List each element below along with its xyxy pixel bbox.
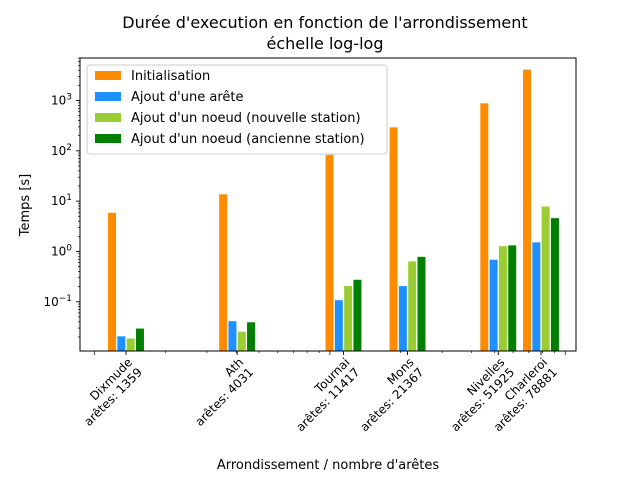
y-tick-base: 10 [51, 244, 66, 258]
x-tick-edges: arêtes: 4031 [192, 365, 256, 429]
legend-swatch-4 [95, 134, 121, 143]
legend-label-4: Ajout d'un noeud (ancienne station) [131, 132, 365, 147]
bar-dixmude-series-1 [107, 211, 118, 352]
y-tick-label: 101 [51, 193, 72, 208]
x-tick-label-dixmude: Dixmudearêtes: 1359 [71, 355, 145, 429]
bars-group [107, 68, 560, 352]
bar-ath-series-3 [236, 330, 247, 352]
bar-nivelles-series-4 [507, 244, 518, 352]
y-tick-base: 10 [51, 94, 66, 108]
y-tick-label: 102 [51, 143, 72, 158]
bar-dixmude-series-3 [125, 337, 136, 352]
y-tick-exponent: 1 [66, 193, 72, 203]
x-tick-label-tournai: Tournaiarêtes: 11417 [283, 355, 362, 434]
legend-swatch-1 [95, 71, 121, 80]
legend-box [86, 64, 388, 155]
x-tick-label-ath: Atharêtes: 4031 [182, 355, 256, 429]
bar-ath-series-4 [246, 321, 257, 352]
y-tick-label: 103 [51, 93, 72, 108]
bar-nivelles-series-2 [488, 258, 499, 352]
bar-mons-series-1 [388, 126, 399, 352]
y-tick-exponent: −1 [59, 294, 72, 304]
x-axis-label: Arrondissement / nombre d'arêtes [217, 458, 440, 473]
legend-swatch-3 [95, 113, 121, 122]
bar-ath-series-1 [218, 193, 229, 352]
chart-title-line1: Durée d'execution en fonction de l'arron… [122, 13, 527, 32]
y-tick-label: 100 [51, 243, 72, 258]
bar-charleroi-series-3 [540, 205, 551, 352]
chart-title-line2: échelle log-log [267, 34, 384, 53]
x-axis-ticks: Dixmudearêtes: 1359 Atharêtes: 4031 Tourna… [71, 351, 566, 434]
bar-tournai-series-1 [324, 153, 335, 352]
bar-tournai-series-3 [343, 285, 354, 352]
bar-charleroi-series-4 [549, 217, 560, 352]
bar-mons-series-3 [407, 260, 418, 352]
y-tick-exponent: 2 [66, 143, 72, 153]
legend-label-3: Ajout d'un noeud (nouvelle station) [131, 111, 361, 126]
legend-label-1: Initialisation [131, 69, 210, 84]
bar-mons-series-2 [397, 285, 408, 352]
y-tick-exponent: 0 [66, 243, 72, 253]
y-tick-base: 10 [51, 144, 66, 158]
bar-ath-series-2 [227, 320, 238, 352]
legend: Initialisation Ajout d'une arête Ajout d'u… [86, 64, 388, 155]
y-axis-label: Temps [s] [18, 174, 33, 237]
bar-dixmude-series-4 [134, 327, 145, 352]
y-tick-base: 10 [43, 295, 58, 309]
bar-charleroi-series-1 [522, 68, 533, 352]
legend-swatch-2 [95, 92, 121, 101]
bar-nivelles-series-3 [497, 245, 508, 352]
legend-label-2: Ajout d'une arête [131, 90, 243, 105]
plot-frame [79, 57, 577, 352]
y-tick-base: 10 [51, 194, 66, 208]
bar-nivelles-series-1 [479, 102, 490, 352]
x-tick-label-mons: Monsarêtes: 21367 [347, 355, 426, 434]
bar-dixmude-series-2 [116, 335, 127, 352]
bar-tournai-series-2 [333, 299, 344, 352]
bar-mons-series-4 [416, 255, 427, 352]
bar-tournai-series-4 [352, 278, 363, 352]
bar-charleroi-series-2 [531, 241, 542, 352]
y-tick-label: 10−1 [43, 294, 72, 309]
y-tick-exponent: 3 [66, 93, 72, 103]
